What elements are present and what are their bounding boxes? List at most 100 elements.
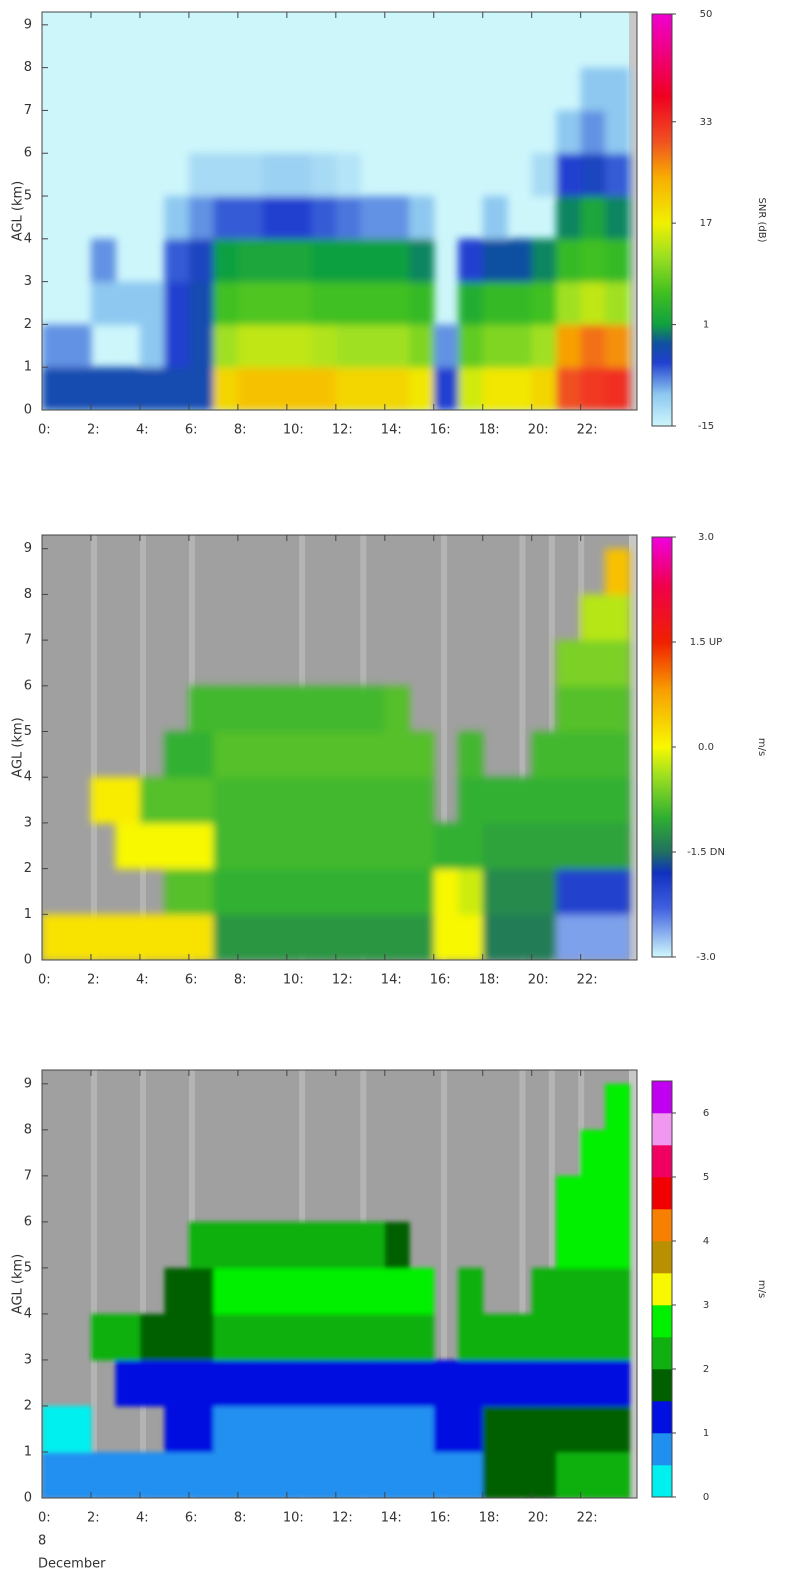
colorbar-band [652, 1209, 672, 1242]
heatmap-cells [42, 548, 631, 960]
colorbar-tick-label: -1.5 DN [687, 847, 725, 858]
cell [605, 594, 631, 641]
cell [311, 1221, 337, 1269]
cell [164, 196, 190, 240]
colorbar-tick-label: -15 [698, 421, 714, 432]
cell [115, 367, 141, 410]
y-tick-label: 7 [24, 103, 32, 118]
colorbar-tick-label: 17 [700, 218, 713, 229]
cell [580, 594, 606, 641]
cell [531, 324, 557, 368]
cell [286, 685, 312, 733]
colorbar-band [652, 1465, 672, 1498]
cell [556, 777, 582, 824]
x-tick-label: 18: [479, 423, 500, 438]
cell [531, 1359, 557, 1407]
x-tick-label: 12: [332, 1511, 353, 1526]
cell [360, 324, 386, 368]
x-tick-label: 4: [136, 1511, 149, 1526]
cell [286, 367, 312, 410]
cell [458, 281, 484, 325]
heatmap [42, 67, 631, 410]
x-tick-label: 6: [185, 973, 198, 988]
cell [286, 1267, 312, 1315]
cell [409, 1359, 435, 1407]
cell [311, 1267, 337, 1315]
edge-strip [629, 12, 637, 410]
colorbar-tick-label: 0 [703, 1492, 709, 1503]
cell [164, 324, 190, 368]
cell [237, 822, 263, 870]
cell [384, 1313, 410, 1361]
y-tick-label: 9 [24, 1076, 32, 1091]
colorbar-band [652, 1081, 672, 1114]
colorbar-label: m/s [756, 738, 767, 756]
cell [237, 1267, 263, 1315]
cell [188, 1359, 214, 1407]
cell [164, 1405, 190, 1453]
cell [458, 914, 484, 960]
colorbar-band [652, 1369, 672, 1402]
x-tick-label: 0: [38, 1511, 51, 1526]
y-tick-label: 2 [24, 1398, 32, 1413]
cell [115, 281, 141, 325]
cell [580, 324, 606, 368]
x-tick-label: 16: [430, 423, 451, 438]
cell [360, 914, 386, 960]
cell [213, 367, 239, 410]
colorbar [652, 537, 672, 957]
cell [311, 685, 337, 733]
cell [384, 281, 410, 325]
cell [384, 1405, 410, 1453]
cell [311, 777, 337, 824]
cell [335, 1451, 361, 1498]
cell [580, 153, 606, 197]
y-tick-label: 2 [24, 317, 32, 332]
cell [556, 868, 582, 915]
x-tick-label: 2: [87, 423, 100, 438]
cell [188, 1221, 214, 1269]
cell [213, 1405, 239, 1453]
cell [580, 1267, 606, 1315]
cell [580, 1129, 606, 1177]
cell [311, 367, 337, 410]
x-tick-label: 18: [479, 1511, 500, 1526]
cell [188, 1451, 214, 1498]
cell [213, 1267, 239, 1315]
colorbar-band [652, 1177, 672, 1210]
cell [360, 281, 386, 325]
cell [580, 1451, 606, 1498]
y-tick-label: 1 [24, 1444, 32, 1459]
cell [605, 1129, 631, 1177]
cell [90, 1451, 116, 1498]
x-tick-label: 6: [185, 423, 198, 438]
y-tick-label: 5 [24, 1260, 32, 1275]
cell [188, 914, 214, 960]
x-axis-label: December [38, 1557, 106, 1572]
cell [139, 1313, 165, 1361]
y-tick-label: 8 [24, 587, 32, 602]
cell [188, 1405, 214, 1453]
cell [605, 1267, 631, 1315]
cell [507, 914, 533, 960]
cell [409, 731, 435, 778]
cell [605, 1451, 631, 1498]
cell [384, 1359, 410, 1407]
x-tick-label: 0: [38, 423, 51, 438]
cell [384, 1267, 410, 1315]
cell [458, 238, 484, 283]
cell [482, 1451, 508, 1498]
cell [556, 640, 582, 687]
y-tick-label: 3 [24, 1352, 32, 1367]
cell [605, 868, 631, 915]
cell [556, 324, 582, 368]
x-tick-label: 18: [479, 973, 500, 988]
missing-stripe [441, 1070, 448, 1498]
cell [482, 281, 508, 325]
y-tick-label: 8 [24, 1122, 32, 1137]
cell [360, 238, 386, 283]
cell [115, 1313, 141, 1361]
cell [262, 1405, 288, 1453]
cell [286, 822, 312, 870]
cell [188, 281, 214, 325]
